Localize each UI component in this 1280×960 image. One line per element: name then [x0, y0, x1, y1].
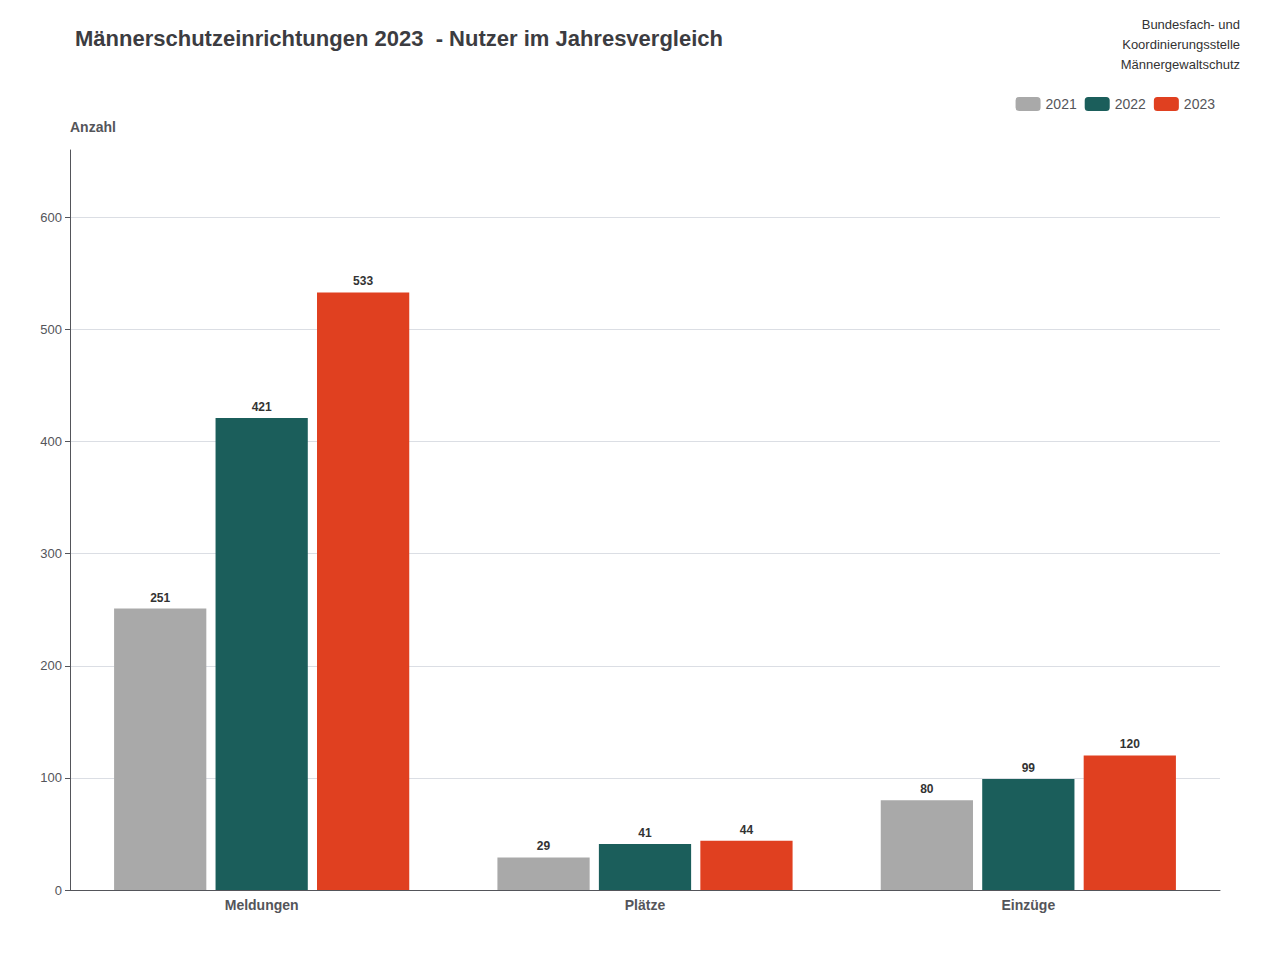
svg-text:Meldungen: Meldungen	[225, 897, 299, 913]
svg-text:Plätze: Plätze	[625, 897, 666, 913]
svg-text:421: 421	[252, 400, 272, 414]
svg-text:120: 120	[1120, 737, 1140, 751]
svg-text:2022: 2022	[1115, 96, 1146, 112]
svg-text:200: 200	[40, 658, 62, 673]
svg-text:251: 251	[150, 591, 170, 605]
svg-text:44: 44	[740, 823, 754, 837]
svg-text:41: 41	[638, 826, 652, 840]
svg-text:533: 533	[353, 274, 373, 288]
svg-text:Einzüge: Einzüge	[1001, 897, 1055, 913]
svg-text:2021: 2021	[1046, 96, 1077, 112]
svg-text:100: 100	[40, 770, 62, 785]
svg-text:29: 29	[537, 839, 551, 853]
svg-text:500: 500	[40, 322, 62, 337]
svg-text:Koordinierungsstelle: Koordinierungsstelle	[1122, 37, 1240, 52]
svg-text:400: 400	[40, 434, 62, 449]
svg-text:0: 0	[55, 883, 62, 898]
svg-text:300: 300	[40, 546, 62, 561]
svg-text:600: 600	[40, 210, 62, 225]
svg-text:Bundesfach- und: Bundesfach- und	[1142, 17, 1240, 32]
svg-text:2023: 2023	[1184, 96, 1215, 112]
svg-text:Anzahl: Anzahl	[70, 119, 116, 135]
svg-text:80: 80	[920, 782, 934, 796]
svg-text:Männergewaltschutz: Männergewaltschutz	[1121, 57, 1240, 72]
svg-text:Männerschutzeinrichtungen 2023: Männerschutzeinrichtungen 2023 - Nutzer …	[75, 26, 723, 51]
svg-text:99: 99	[1022, 761, 1036, 775]
